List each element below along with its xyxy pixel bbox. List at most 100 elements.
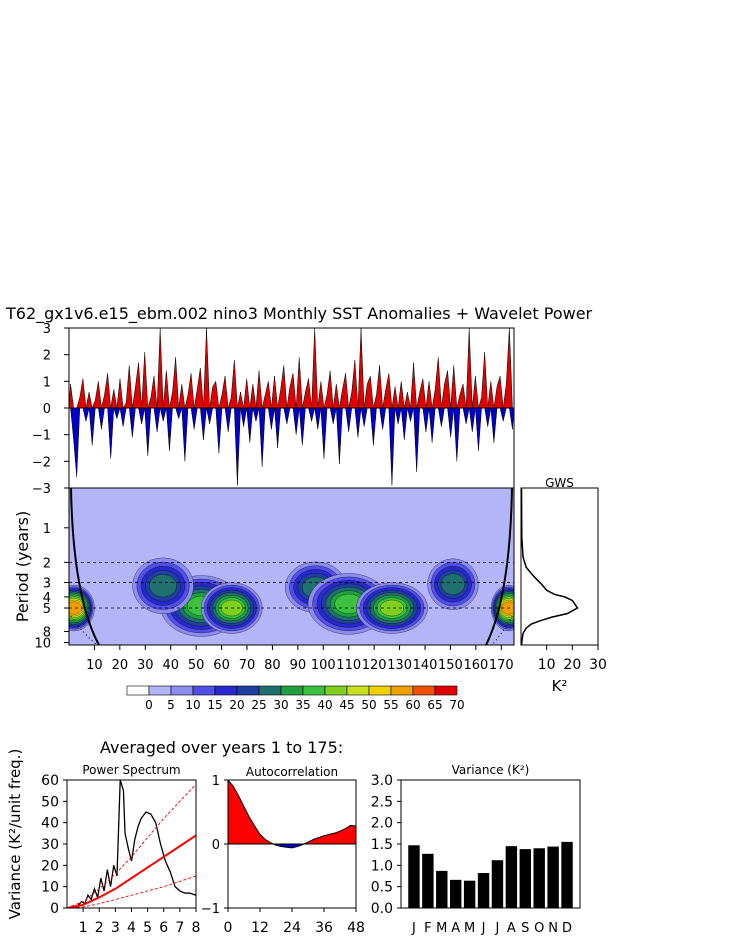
y-tick-label: 5 xyxy=(43,602,51,617)
month-label: J xyxy=(411,921,416,936)
y-tick-label: −2 xyxy=(32,455,51,470)
variance-panel: J F M A M J J A S O N D0.00.51.01.52.02.53.0Varianc… xyxy=(371,763,581,936)
variance-title: Variance (K²) xyxy=(452,763,530,777)
colorbar-swatch xyxy=(214,685,238,696)
y-tick-label: 3.0 xyxy=(371,773,393,789)
gws-panel: GWS 10 20 30 K² xyxy=(520,476,607,695)
x-tick-label: 60 xyxy=(213,658,230,673)
colorbar-swatch xyxy=(148,685,172,696)
month-label: M xyxy=(436,921,447,936)
x-tick-label: 3 xyxy=(111,920,120,936)
ac-negative-area xyxy=(228,844,356,848)
colorbar-swatch xyxy=(390,685,414,696)
colorbar-label: 30 xyxy=(273,698,288,712)
variance-bar xyxy=(463,880,476,908)
x-tick-label: 170 xyxy=(489,658,514,673)
y-tick-label: 2.5 xyxy=(371,794,393,810)
x-tick-label: 0 xyxy=(224,920,233,936)
month-label: F xyxy=(424,921,431,936)
x-tick-label: 24 xyxy=(283,920,301,936)
variance-bar xyxy=(561,841,573,908)
y-tick-label: 1 xyxy=(43,522,51,537)
variance-bar xyxy=(533,848,545,908)
colorbar-label: 0 xyxy=(145,698,153,712)
gws-line xyxy=(520,487,579,646)
colorbar-label: 60 xyxy=(405,698,420,712)
main-title: T62_gx1v6.e15_ebm.002 nino3 Monthly SST … xyxy=(5,304,593,324)
wavelet-frame xyxy=(68,487,515,646)
x-tick-label: 70 xyxy=(239,658,256,673)
ps-title: Power Spectrum xyxy=(82,763,180,777)
colorbar-label: 65 xyxy=(427,698,442,712)
x-tick-label: 20 xyxy=(563,657,581,673)
x-tick-label: 2 xyxy=(95,920,104,936)
y-tick-label: 0 xyxy=(50,901,59,917)
x-tick-label: 12 xyxy=(251,920,269,936)
y-tick-label: −3 xyxy=(32,482,51,497)
x-tick-label: 110 xyxy=(336,658,361,673)
x-tick-label: 160 xyxy=(463,658,488,673)
x-tick-label: 10 xyxy=(538,657,556,673)
y-tick-label: 0.0 xyxy=(371,901,393,917)
colorbar-swatch xyxy=(236,685,260,696)
colorbar-swatch xyxy=(126,685,150,696)
coi-line-left xyxy=(70,487,100,646)
colorbar-label: 15 xyxy=(207,698,222,712)
variance-bar xyxy=(450,879,462,908)
y-tick-label: 1.0 xyxy=(371,858,393,874)
ac-line xyxy=(227,779,357,849)
colorbar-label: 40 xyxy=(317,698,332,712)
x-tick-label: 8 xyxy=(192,920,201,936)
ps-series-line xyxy=(68,780,196,908)
colorbar-swatch xyxy=(302,685,326,696)
y-tick-label: 2 xyxy=(43,556,51,571)
variance-bar xyxy=(519,849,531,908)
ps-series-line xyxy=(67,875,196,908)
y-tick-label: 4 xyxy=(43,591,51,606)
y-tick-label: −1 xyxy=(201,902,220,917)
colorbar-swatch xyxy=(434,685,458,696)
colorbar-swatch xyxy=(346,685,370,696)
wavelet-contour xyxy=(379,599,404,617)
variance-bar xyxy=(422,853,434,908)
x-tick-label: 40 xyxy=(162,658,179,673)
x-tick-label: 50 xyxy=(188,658,205,673)
wavelet-contour xyxy=(440,573,465,595)
autocorrelation-panel: 1 0 −1 0 12 24 36 48 Autocorrelation xyxy=(201,765,365,936)
month-label: N xyxy=(548,921,558,936)
positive-anomaly-area xyxy=(68,327,514,409)
ac-positive-area xyxy=(228,780,356,844)
colorbar-label: 25 xyxy=(251,698,266,712)
colorbar-label: 45 xyxy=(339,698,354,712)
y-tick-label: 40 xyxy=(41,816,59,832)
ac-title: Autocorrelation xyxy=(246,765,338,779)
x-tick-label: 80 xyxy=(264,658,281,673)
month-label: J xyxy=(481,921,486,936)
y-tick-label: 3 xyxy=(43,322,51,337)
colorbar-swatch xyxy=(170,685,194,696)
y-tick-label: 2.0 xyxy=(371,816,393,832)
variance-bar xyxy=(491,860,504,908)
negative-anomaly-area xyxy=(69,407,515,486)
wavelet-contour xyxy=(149,574,177,598)
x-tick-label: 150 xyxy=(438,658,463,673)
month-label: O xyxy=(534,921,544,936)
timeseries-panel: 3 2 1 0 −1 −2 −3 xyxy=(32,322,515,497)
colorbar-swatch xyxy=(412,685,436,696)
x-tick-label: 90 xyxy=(290,658,307,673)
variance-bar xyxy=(505,846,518,908)
x-tick-label: 100 xyxy=(311,658,336,673)
x-tick-label: 4 xyxy=(127,920,136,936)
gws-title: GWS xyxy=(545,476,574,490)
y-tick-label: 8 xyxy=(43,625,51,640)
colorbar-label: 20 xyxy=(229,698,244,712)
y-tick-label: 1 xyxy=(43,375,51,390)
y-tick-label: −1 xyxy=(32,429,51,444)
gws-x-label: K² xyxy=(552,677,568,695)
x-tick-label: 36 xyxy=(315,920,333,936)
y-tick-label: 60 xyxy=(41,773,59,789)
x-tick-label: 1 xyxy=(79,920,88,936)
variance-bar xyxy=(547,846,559,908)
ps-series-line xyxy=(67,834,196,908)
